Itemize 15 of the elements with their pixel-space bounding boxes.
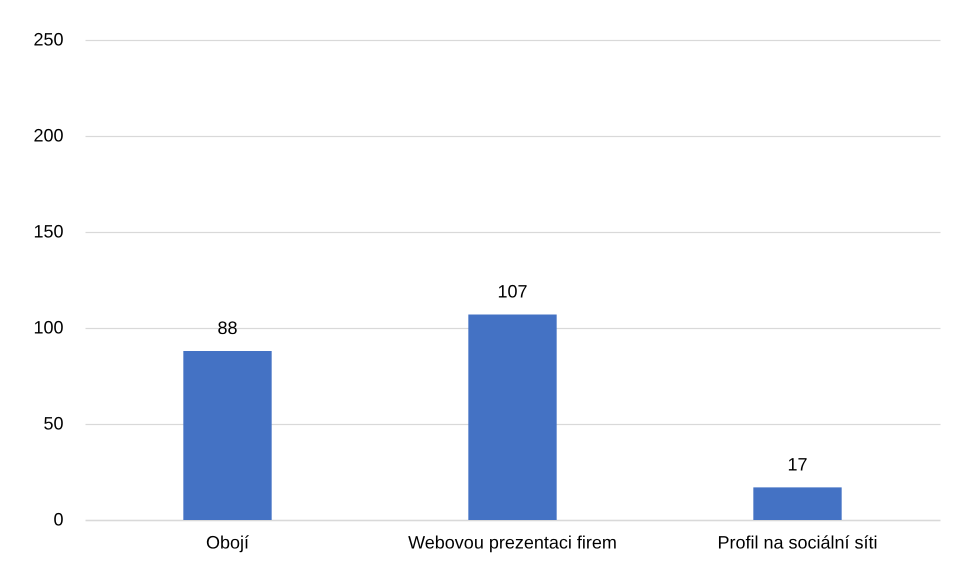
data-label: 88 [217,318,238,338]
y-tick-label: 150 [33,222,64,242]
x-tick-label: Profil na sociální síti [717,532,878,552]
y-tick-label: 200 [33,126,64,146]
y-tick-label: 50 [43,414,64,434]
data-label: 107 [497,282,528,302]
bar [183,351,272,520]
y-tick-label: 250 [33,30,64,50]
x-tick-label: Obojí [206,532,250,552]
bar [468,314,557,520]
y-tick-label: 100 [33,318,64,338]
data-label: 17 [787,454,808,474]
bar [753,487,842,520]
x-tick-label: Webovou prezentaci firem [408,532,617,552]
y-tick-label: 0 [53,510,64,530]
